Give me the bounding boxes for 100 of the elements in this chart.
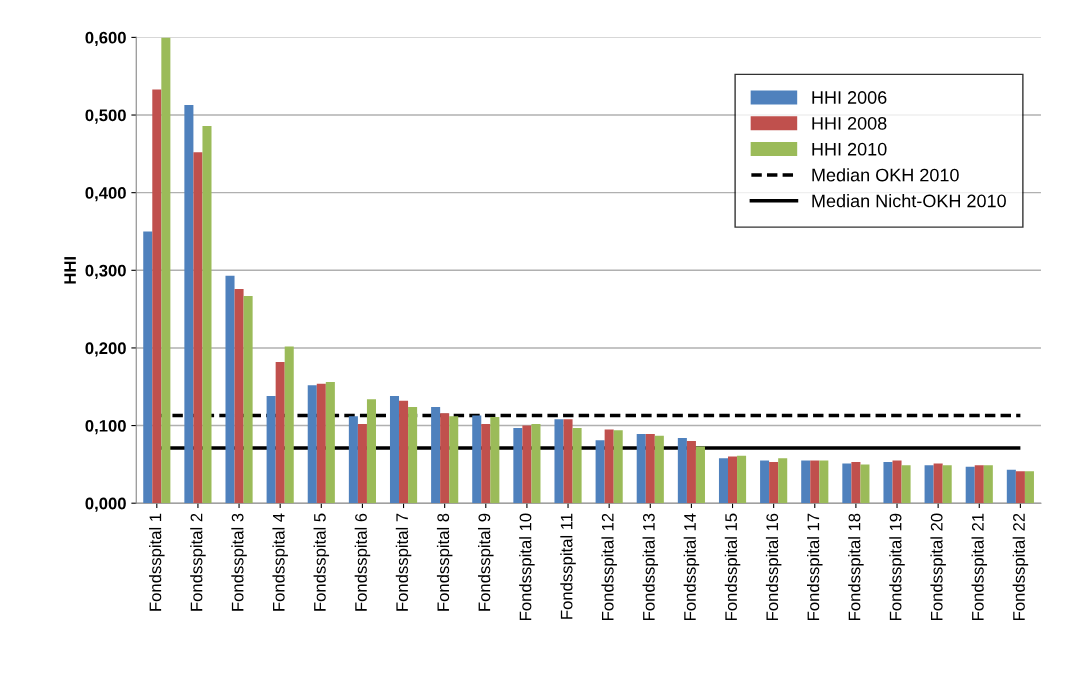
x-tick-label: Fondsspital 10 bbox=[519, 513, 535, 620]
bar bbox=[431, 406, 441, 504]
x-tick-label: Fondsspital 13 bbox=[642, 513, 659, 620]
bar bbox=[399, 400, 409, 504]
bar bbox=[202, 125, 212, 504]
bar bbox=[531, 424, 541, 504]
x-tick-label: Fondsspital 16 bbox=[765, 513, 782, 620]
bar bbox=[728, 456, 738, 504]
bar bbox=[490, 417, 500, 504]
legend-label: HHI 2006 bbox=[812, 91, 887, 104]
bar bbox=[860, 464, 870, 504]
bar bbox=[348, 416, 358, 504]
bar bbox=[654, 435, 664, 504]
bar bbox=[513, 427, 523, 504]
bar bbox=[819, 460, 829, 504]
y-tick-label: 0,600 bbox=[85, 31, 126, 47]
legend-label: HHI 2010 bbox=[812, 142, 887, 156]
bar bbox=[604, 429, 614, 504]
bar bbox=[595, 440, 605, 504]
bar bbox=[769, 462, 779, 504]
bar bbox=[901, 465, 911, 504]
bar bbox=[613, 430, 623, 504]
y-tick-label: 0,400 bbox=[85, 187, 126, 202]
bar bbox=[554, 419, 564, 504]
x-tick-label: Fondsspital 18 bbox=[848, 513, 864, 620]
y-tick-label: 0,200 bbox=[85, 342, 126, 357]
legend-label: Median Nicht-OKH 2010 bbox=[812, 194, 1006, 208]
bar bbox=[161, 37, 171, 504]
x-tick-label: Fondsspital 22 bbox=[1012, 513, 1029, 620]
x-tick-label: Fondsspital 15 bbox=[724, 513, 741, 620]
bar bbox=[440, 413, 450, 504]
x-tick-label: Fondsspital 11 bbox=[560, 513, 576, 619]
bar bbox=[883, 462, 893, 504]
bar bbox=[965, 466, 975, 504]
bar bbox=[266, 396, 276, 504]
x-tick-label: Fondsspital 21 bbox=[971, 513, 988, 620]
x-tick-label: Fondsspital 2 bbox=[190, 513, 206, 611]
bar bbox=[152, 89, 162, 504]
y-tick-label: 0,000 bbox=[85, 497, 126, 512]
x-tick-label: Fondsspital 5 bbox=[313, 513, 330, 611]
bar bbox=[408, 406, 418, 504]
bar bbox=[389, 396, 400, 504]
legend-label: Median OKH 2010 bbox=[812, 168, 959, 182]
bar bbox=[677, 437, 687, 504]
bar bbox=[760, 460, 770, 504]
bar bbox=[325, 382, 335, 504]
bar bbox=[307, 385, 317, 504]
x-tick-label: Fondsspital 3 bbox=[231, 513, 247, 611]
bar bbox=[686, 441, 696, 504]
x-tick-label: Fondsspital 9 bbox=[478, 513, 494, 611]
bar bbox=[974, 465, 984, 504]
bar bbox=[316, 383, 326, 504]
x-tick-label: Fondsspital 14 bbox=[683, 513, 700, 620]
bar bbox=[225, 275, 235, 504]
bar bbox=[892, 460, 902, 504]
bar bbox=[143, 231, 153, 504]
x-tick-label: Fondsspital 12 bbox=[601, 513, 617, 620]
x-tick-label: Fondsspital 8 bbox=[436, 513, 453, 611]
bar bbox=[234, 288, 244, 504]
y-tick-label: 0,300 bbox=[85, 264, 126, 279]
bar bbox=[695, 446, 705, 504]
x-tick-label: Fondsspital 4 bbox=[272, 513, 288, 611]
bar bbox=[645, 434, 655, 504]
bar bbox=[522, 425, 532, 504]
bar bbox=[1006, 469, 1016, 504]
bar bbox=[193, 152, 203, 504]
bar bbox=[933, 463, 943, 504]
y-tick-label: 0,100 bbox=[85, 419, 126, 435]
bar bbox=[366, 399, 376, 504]
bar bbox=[184, 104, 194, 504]
bar bbox=[572, 427, 582, 504]
x-tick-label: Fondsspital 17 bbox=[807, 513, 823, 620]
bar bbox=[636, 434, 646, 504]
bar bbox=[851, 462, 861, 504]
bar bbox=[1024, 471, 1034, 504]
bar bbox=[481, 424, 491, 504]
bar bbox=[810, 460, 820, 504]
x-tick-label: Fondsspital 6 bbox=[354, 513, 371, 611]
bar bbox=[275, 361, 285, 504]
bar bbox=[357, 424, 367, 504]
x-tick-label: Fondsspital 19 bbox=[889, 513, 905, 620]
bar bbox=[942, 465, 952, 504]
bar bbox=[924, 465, 934, 504]
x-tick-label: Fondsspital 1 bbox=[149, 513, 165, 611]
bar bbox=[563, 419, 573, 504]
bar bbox=[243, 295, 253, 504]
bar bbox=[801, 460, 811, 504]
y-axis-title: HHI bbox=[64, 257, 76, 284]
bar bbox=[718, 458, 729, 504]
bar bbox=[1015, 471, 1025, 504]
x-tick-label: Fondsspital 7 bbox=[395, 513, 412, 611]
legend-label: HHI 2008 bbox=[812, 116, 887, 130]
x-tick-label: Fondsspital 20 bbox=[930, 513, 946, 620]
bar bbox=[842, 463, 852, 504]
bar bbox=[284, 346, 294, 504]
bar bbox=[737, 455, 747, 504]
y-tick-label: 0,500 bbox=[85, 109, 126, 124]
bar bbox=[778, 458, 788, 504]
bar bbox=[472, 415, 482, 504]
bar bbox=[983, 465, 993, 504]
